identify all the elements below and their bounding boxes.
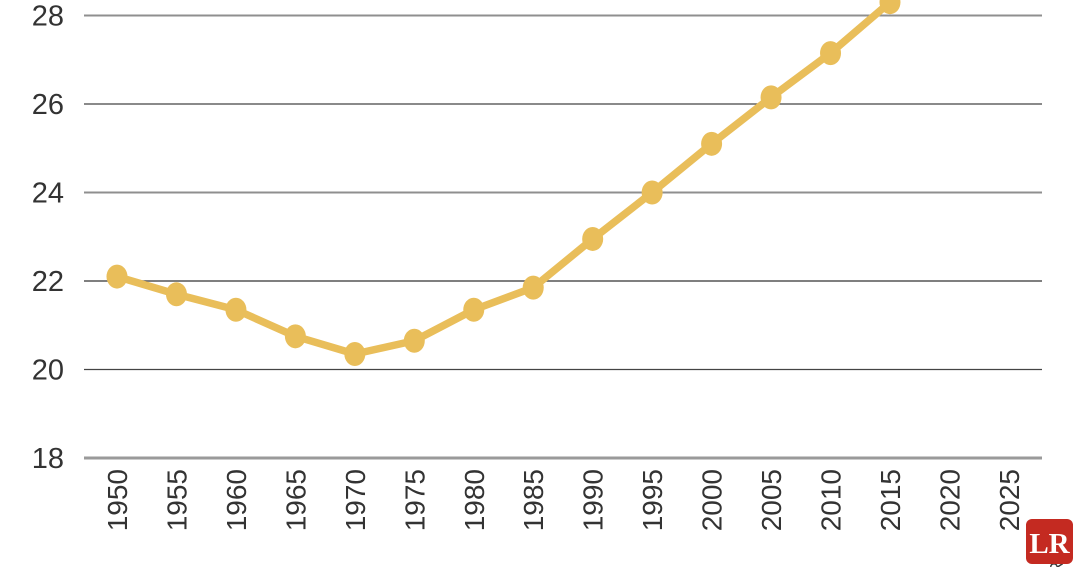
x-tick-label: 1970 xyxy=(340,469,371,531)
x-tick-label: 1985 xyxy=(518,469,549,531)
x-tick-label: 1950 xyxy=(102,469,133,531)
y-tick-label: 26 xyxy=(32,89,64,121)
y-axis-labels: 18 20 22 24 26 28 xyxy=(32,1,64,476)
data-point xyxy=(522,275,544,300)
data-point xyxy=(582,226,604,251)
x-tick-label: 2000 xyxy=(697,469,728,531)
y-tick-label: 20 xyxy=(32,355,64,387)
x-tick-label: 1955 xyxy=(161,469,192,531)
data-point xyxy=(403,328,425,353)
data-point xyxy=(106,264,128,289)
x-axis-labels: 1950 1955 1960 1965 1970 1975 1980 1985 1990 1995… xyxy=(102,469,1025,531)
x-tick-label: 1965 xyxy=(280,469,311,531)
x-tick-label: 1960 xyxy=(221,469,252,531)
data-point xyxy=(641,180,663,205)
data-point xyxy=(165,282,187,307)
data-point xyxy=(820,41,842,66)
x-tick-label: 2025 xyxy=(994,469,1025,531)
x-tick-label: 1995 xyxy=(637,469,668,531)
data-line xyxy=(113,0,894,358)
x-tick-label: 1975 xyxy=(399,469,430,531)
data-point xyxy=(879,0,901,15)
data-series xyxy=(106,0,901,367)
data-point xyxy=(225,297,247,322)
gridlines xyxy=(84,14,1042,460)
x-tick-label: 1980 xyxy=(459,469,490,531)
y-tick-label: 22 xyxy=(32,266,64,298)
data-point xyxy=(701,131,723,156)
data-point xyxy=(284,324,306,349)
y-tick-label: 18 xyxy=(32,443,64,475)
data-point xyxy=(463,297,485,322)
y-tick-label: 24 xyxy=(32,178,64,210)
lr-logo-badge: LR xyxy=(1026,519,1073,564)
y-tick-label: 28 xyxy=(32,1,64,33)
data-point xyxy=(344,342,366,367)
x-tick-label: 2020 xyxy=(934,469,965,531)
x-tick-label: 2015 xyxy=(875,469,906,531)
x-tick-label: 1990 xyxy=(578,469,609,531)
data-point xyxy=(760,85,782,110)
lr-logo-text: LR xyxy=(1029,528,1070,560)
x-tick-label: 2010 xyxy=(816,469,847,531)
x-tick-label: 2005 xyxy=(756,469,787,531)
